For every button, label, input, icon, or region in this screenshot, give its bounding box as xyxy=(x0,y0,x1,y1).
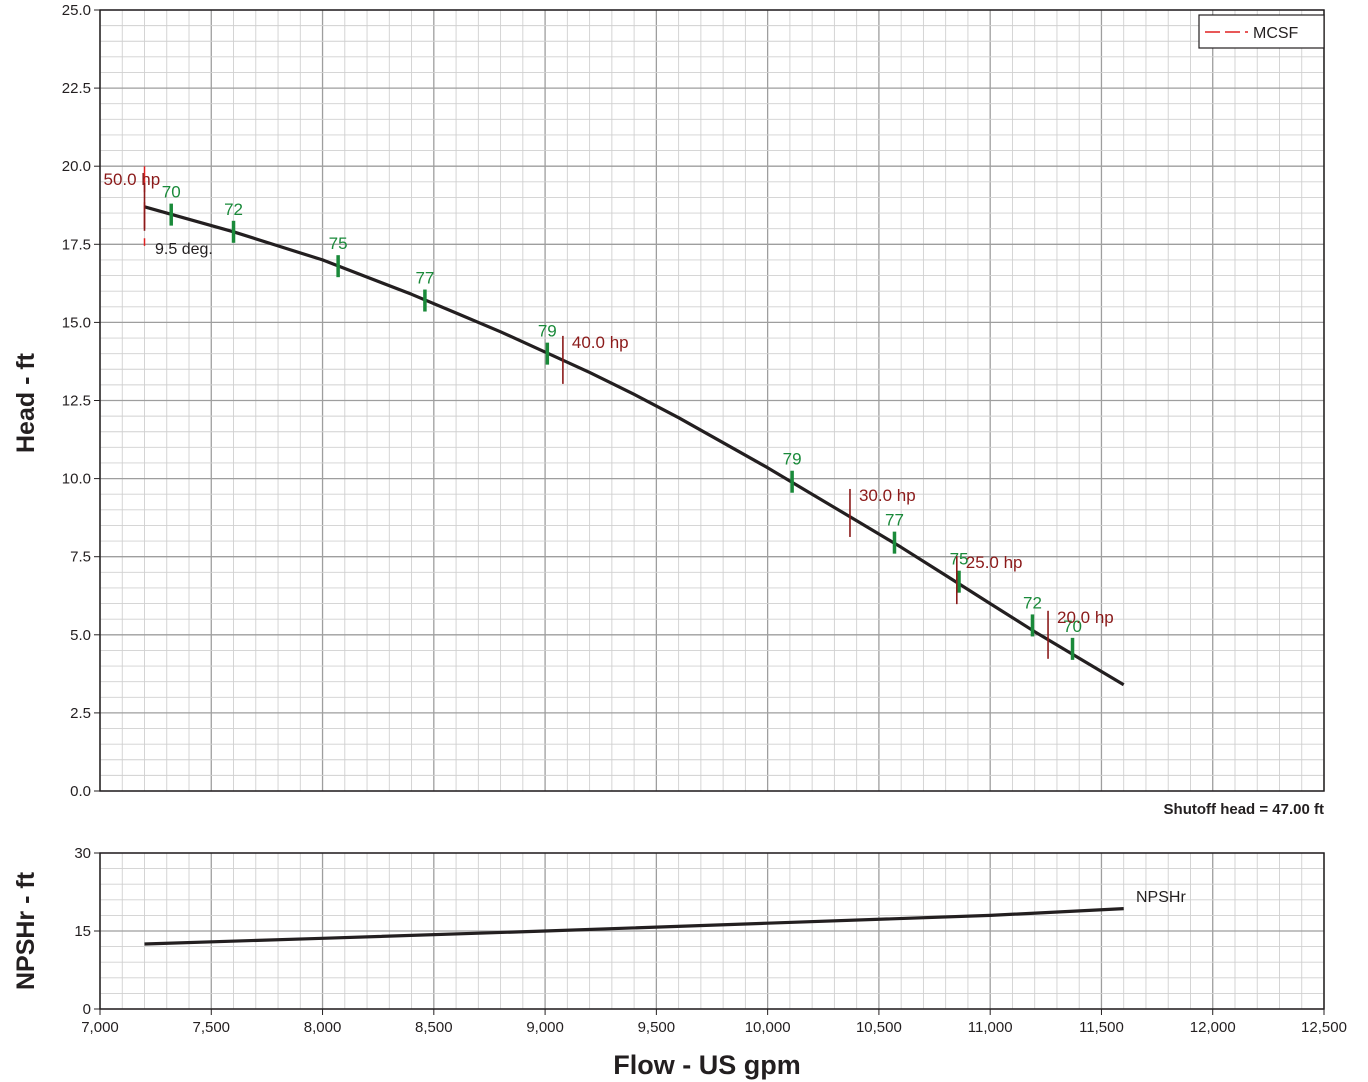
y-tick-label: 25.0 xyxy=(62,2,91,19)
head-plot-frame xyxy=(99,9,1325,792)
efficiency-label: 72 xyxy=(1023,593,1042,612)
y-tick-label: 2.5 xyxy=(70,705,91,722)
power-marks: 50.0 hp 40.0 hp 30.0 hp 25.0 hp 20.0 hp xyxy=(104,170,1114,659)
x-tick-label: 12,000 xyxy=(1190,1019,1236,1036)
head-grid xyxy=(99,9,1325,792)
power-label: 50.0 hp xyxy=(104,170,161,189)
x-tick-label: 10,000 xyxy=(745,1019,791,1036)
y-tick-label: 7.5 xyxy=(70,549,91,566)
y-tick-label: 17.5 xyxy=(62,236,91,253)
y-tick-label: 5.0 xyxy=(70,627,91,644)
efficiency-label: 75 xyxy=(950,550,969,569)
npshr-y-ticks: 0 15 30 xyxy=(74,845,100,1018)
head-panel: 0.0 2.5 5.0 7.5 10.0 12.5 15.0 17.5 20.0 22.5 25.0… xyxy=(12,2,1325,818)
efficiency-label: 79 xyxy=(783,450,802,469)
npshr-panel: 0 15 30 7,000 7,500 8,000 8,500 9,000 9,500 10,0… xyxy=(12,845,1347,1036)
npshr-grid xyxy=(99,852,1325,1010)
x-tick-label: 11,500 xyxy=(1079,1019,1124,1036)
x-tick-label: 7,500 xyxy=(192,1019,230,1036)
npshr-plot-frame xyxy=(99,852,1325,1010)
power-label: 20.0 hp xyxy=(1057,608,1114,627)
shutoff-head-note: Shutoff head = 47.00 ft xyxy=(1164,801,1324,818)
x-tick-label: 9,000 xyxy=(526,1019,564,1036)
npshr-x-ticks: 7,000 7,500 8,000 8,500 9,000 9,500 10,000 10,5… xyxy=(81,1009,1347,1036)
efficiency-label: 77 xyxy=(415,269,434,288)
npshr-y-axis-title: NPSHr - ft xyxy=(12,871,40,990)
y-tick-label: 15 xyxy=(74,923,91,940)
legend: MCSF xyxy=(1198,14,1325,49)
x-axis-title: Flow - US gpm xyxy=(613,1050,800,1080)
npshr-curve xyxy=(144,907,1124,946)
x-tick-label: 9,500 xyxy=(638,1019,676,1036)
efficiency-label: 77 xyxy=(885,511,904,530)
legend-mcsf-label: MCSF xyxy=(1253,25,1299,42)
x-tick-label: 12,500 xyxy=(1301,1019,1347,1036)
x-tick-label: 7,000 xyxy=(81,1019,119,1036)
y-tick-label: 0 xyxy=(83,1001,91,1018)
efficiency-marks: 70 72 75 77 79 79 77 75 72 70 xyxy=(162,183,1082,660)
diameter-label: 9.5 deg. xyxy=(155,241,213,258)
y-tick-label: 15.0 xyxy=(62,314,91,331)
y-tick-label: 22.5 xyxy=(62,80,91,97)
power-label: 40.0 hp xyxy=(572,333,629,352)
npshr-curve-line xyxy=(144,907,1124,946)
npshr-curve-label: NPSHr xyxy=(1136,889,1186,906)
efficiency-label: 72 xyxy=(224,200,243,219)
efficiency-label: 70 xyxy=(1063,617,1082,636)
efficiency-label: 79 xyxy=(538,322,557,341)
x-tick-label: 8,000 xyxy=(304,1019,342,1036)
efficiency-label: 75 xyxy=(329,234,348,253)
x-tick-label: 11,000 xyxy=(968,1019,1013,1036)
y-tick-label: 0.0 xyxy=(70,783,91,800)
y-tick-label: 20.0 xyxy=(62,158,91,175)
y-tick-label: 12.5 xyxy=(62,393,91,410)
y-tick-label: 30 xyxy=(74,845,91,862)
y-tick-label: 10.0 xyxy=(62,471,91,488)
head-y-ticks: 0.0 2.5 5.0 7.5 10.0 12.5 15.0 17.5 20.0 22.5 25.0 xyxy=(62,2,100,800)
x-tick-label: 8,500 xyxy=(415,1019,453,1036)
power-label: 25.0 hp xyxy=(966,553,1023,572)
efficiency-label: 70 xyxy=(162,183,181,202)
head-y-axis-title: Head - ft xyxy=(12,352,40,453)
power-label: 30.0 hp xyxy=(859,486,916,505)
x-tick-label: 10,500 xyxy=(856,1019,902,1036)
